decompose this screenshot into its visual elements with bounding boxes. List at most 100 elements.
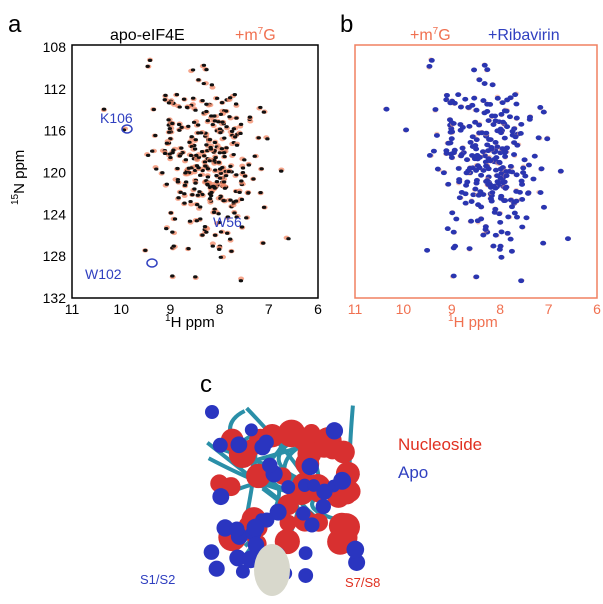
peak: [455, 166, 462, 171]
peak: [475, 192, 482, 198]
peak: [221, 199, 226, 203]
peak: [216, 120, 221, 124]
peak: [204, 102, 209, 106]
peak: [481, 81, 488, 86]
peak: [162, 151, 168, 156]
peak: [205, 182, 210, 186]
peak: [176, 196, 181, 200]
peak: [193, 138, 198, 142]
peak: [218, 171, 224, 175]
peak: [194, 153, 199, 158]
peak: [200, 233, 205, 237]
annotation: W56: [213, 214, 242, 230]
y-tick-label: 112: [44, 81, 67, 97]
peak: [192, 147, 198, 151]
peak: [194, 203, 200, 207]
peak: [209, 83, 215, 87]
peak: [209, 241, 216, 246]
peak: [143, 248, 148, 252]
peak: [499, 100, 506, 106]
peak: [189, 135, 194, 139]
peak: [491, 210, 498, 215]
x-tick-label: 8: [216, 301, 224, 317]
peak: [496, 246, 503, 252]
atom-blue: [297, 478, 312, 492]
peak: [443, 97, 450, 103]
peak: [222, 186, 228, 190]
annotation: W102: [85, 266, 122, 282]
peak: [497, 130, 504, 136]
peak: [470, 192, 477, 198]
plot-frame-b: [354, 44, 598, 299]
peak: [228, 198, 233, 202]
peak: [537, 105, 544, 110]
peak: [252, 154, 257, 158]
peak: [520, 165, 527, 171]
annotation: K106: [100, 110, 133, 126]
y-tick-label: 124: [43, 206, 67, 222]
peak: [265, 137, 270, 141]
peak: [240, 166, 246, 170]
peak: [232, 135, 238, 139]
peak: [234, 116, 239, 120]
peak: [239, 179, 244, 183]
peak: [214, 96, 220, 100]
peak: [472, 119, 479, 125]
peak: [217, 127, 223, 131]
peak: [213, 168, 218, 172]
peak: [518, 178, 525, 184]
peak: [224, 146, 229, 150]
peak: [498, 170, 505, 176]
peak: [443, 92, 450, 98]
peak: [194, 219, 200, 223]
peak: [172, 217, 178, 221]
legend-apo: Apo: [398, 463, 428, 482]
panel-label: b: [340, 11, 353, 38]
peak: [468, 199, 475, 204]
peak: [167, 127, 173, 131]
peak: [426, 63, 433, 69]
peak: [210, 244, 215, 248]
peak: [191, 120, 197, 124]
atom-blue: [296, 506, 311, 521]
peak: [434, 166, 441, 172]
peak: [494, 95, 501, 101]
peak: [463, 170, 470, 176]
peak: [450, 229, 457, 235]
peak: [239, 225, 245, 229]
peak: [217, 176, 223, 180]
peak: [147, 58, 153, 62]
peak: [530, 176, 537, 182]
x-tick-label: 10: [113, 301, 129, 317]
peak: [473, 107, 480, 113]
peak: [501, 179, 508, 185]
peak: [229, 249, 234, 253]
peak: [203, 164, 208, 168]
peak: [503, 173, 510, 179]
peak: [258, 190, 263, 195]
peak: [242, 174, 248, 178]
peak: [457, 122, 464, 127]
peak: [564, 236, 571, 242]
peak: [151, 107, 156, 112]
atom-blue: [229, 521, 245, 537]
peak: [177, 128, 182, 132]
peak: [474, 153, 481, 158]
peak: [212, 119, 218, 123]
atom-blue: [216, 519, 234, 537]
peak: [469, 153, 476, 158]
peak: [204, 143, 209, 147]
peak: [492, 167, 499, 173]
peak: [544, 136, 551, 142]
peak: [219, 147, 225, 151]
peak: [501, 198, 508, 204]
peak: [205, 119, 211, 123]
peak: [261, 205, 267, 209]
peak: [209, 114, 214, 118]
y-tick-label: 132: [43, 290, 67, 306]
peak: [518, 278, 525, 284]
peak: [458, 190, 465, 195]
atom-red: [279, 514, 297, 532]
legend-m7g: +m7G: [235, 26, 276, 44]
